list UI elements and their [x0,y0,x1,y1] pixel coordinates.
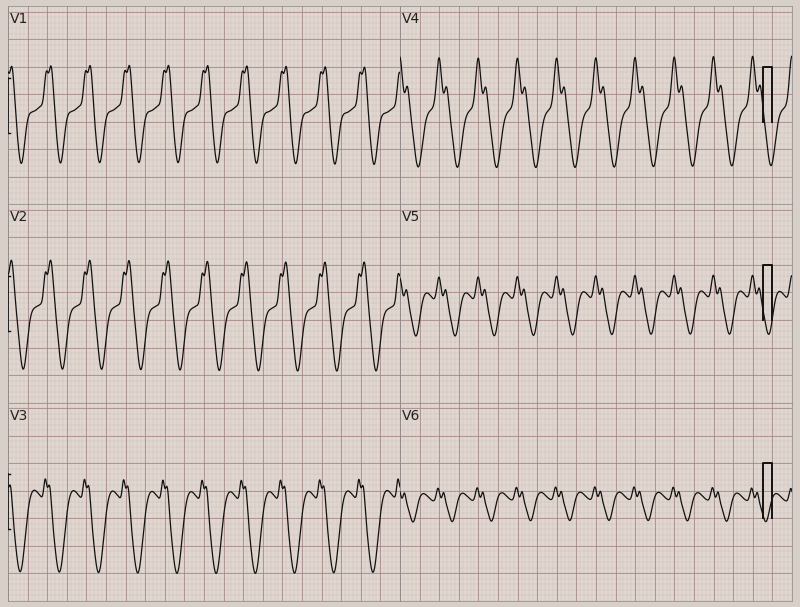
Text: V2: V2 [10,210,28,225]
Text: V5: V5 [402,210,420,225]
Text: V6: V6 [402,409,420,422]
Text: V4: V4 [402,12,420,26]
Text: V1: V1 [10,12,28,26]
Text: V3: V3 [10,409,28,422]
